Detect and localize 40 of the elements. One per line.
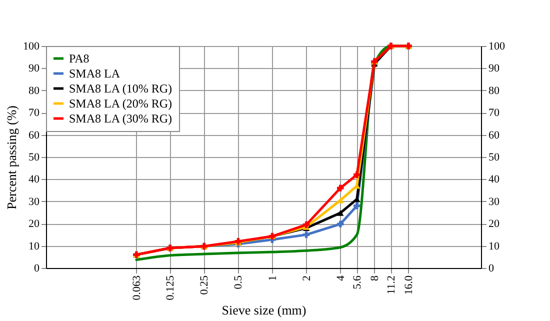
legend-label: PA8 [69,52,90,66]
x-tick-label: 0.063 [130,275,143,300]
y-tick-label: 100 [23,40,40,52]
x-tick-label: 0.125 [164,275,177,300]
legend-label: SMA8 LA (30% RG) [69,112,172,126]
y-tick-label: 0 [34,262,40,274]
x-tick-label: 0.25 [198,275,211,295]
y2-tick-label: 10 [488,240,500,252]
y-tick-label: 10 [28,240,40,252]
y-tick-label: 80 [28,84,40,97]
x-tick-label: 0.5 [232,275,245,290]
y2-tick-label: 70 [488,107,500,120]
y-tick-label: 20 [28,218,40,230]
legend-label: SMA8 LA (10% RG) [69,82,172,96]
y-tick-label: 90 [28,62,40,75]
legend-label: SMA8 LA (20% RG) [69,96,172,110]
x-tick-label: 2 [300,276,313,281]
y-tick-label: 30 [28,196,40,208]
y-tick-label: 40 [28,174,40,186]
x-tick-label: 1 [266,276,279,281]
y-tick-label: 60 [28,129,40,142]
x-axis-title: Sieve size (mm) [222,302,306,318]
x-tick-label: 11.2 [385,276,398,294]
y2-tick-label: 0 [488,262,494,274]
y2-tick-label: 100 [488,40,506,52]
x-tick-label: 4 [334,275,347,281]
x-tick-label: 16.0 [402,275,415,295]
y-tick-label: 50 [28,152,40,164]
x-tick-label: 5.6 [351,275,364,290]
y2-tick-label: 30 [488,196,500,208]
y2-tick-label: 60 [488,129,500,142]
x-tick-label: 8 [368,275,381,281]
y2-tick-label: 40 [488,174,500,186]
y2-tick-label: 20 [488,218,500,230]
legend-label: SMA8 LA [69,66,120,80]
y-tick-label: 70 [28,107,40,120]
y2-tick-label: 90 [488,62,500,75]
y-axis-title: Percent passing (%) [4,106,19,210]
y2-tick-label: 50 [488,152,500,164]
y2-tick-label: 80 [488,84,500,97]
